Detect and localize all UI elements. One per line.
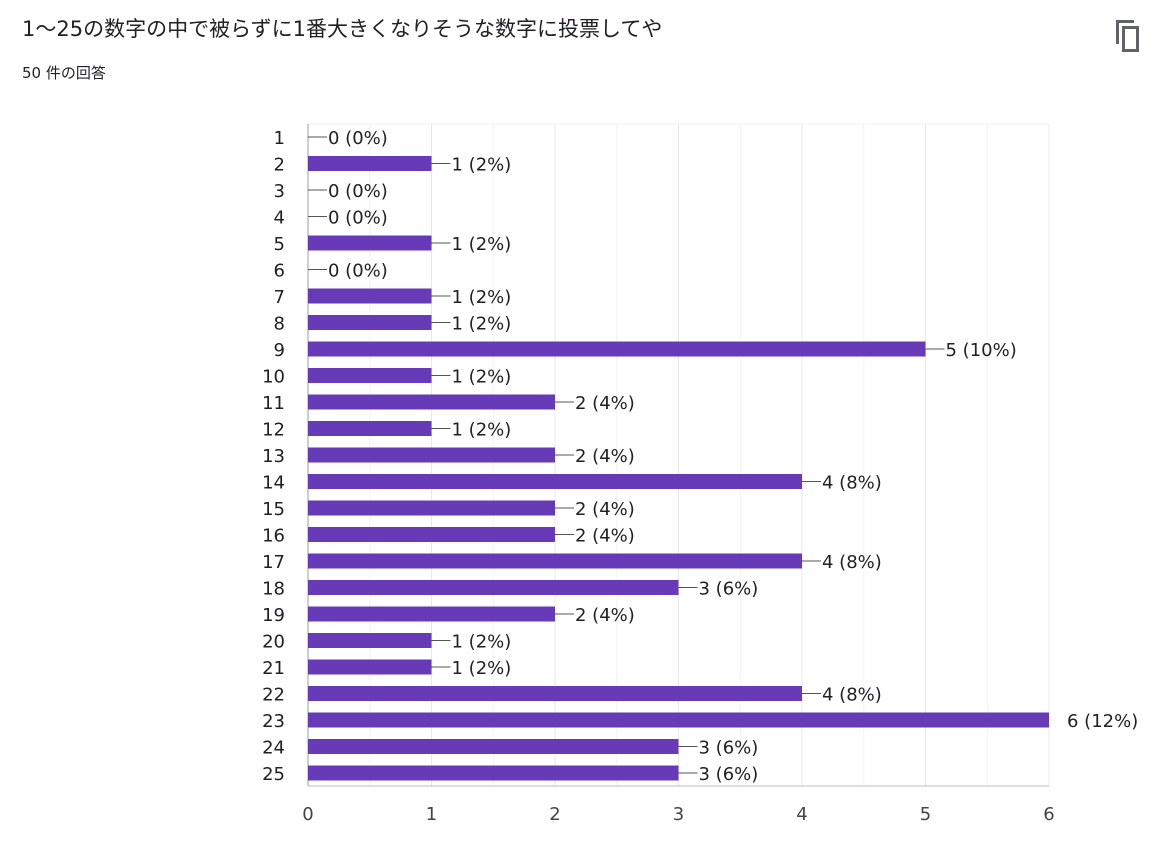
data-label: 0 (0%) <box>328 208 388 229</box>
data-label: 1 (2%) <box>452 234 512 255</box>
data-label: 3 (6%) <box>699 738 759 759</box>
data-label: 2 (4%) <box>575 393 635 414</box>
bar <box>308 633 432 648</box>
data-label: 2 (4%) <box>575 605 635 626</box>
data-label: 1 (2%) <box>452 155 512 176</box>
data-label: 1 (2%) <box>452 367 512 388</box>
question-title: 1〜25の数字の中で被らずに1番大きくなりそうな数字に投票してや <box>22 17 663 41</box>
data-label: 2 (4%) <box>575 499 635 520</box>
y-tick-label: 10 <box>262 367 285 388</box>
y-tick-label: 14 <box>262 473 285 494</box>
data-label: 1 (2%) <box>452 632 512 653</box>
bar <box>308 527 555 542</box>
data-label: 1 (2%) <box>452 420 512 441</box>
bar <box>308 659 432 675</box>
y-tick-label: 13 <box>262 446 285 467</box>
data-label: 4 (8%) <box>822 552 882 573</box>
y-tick-label: 1 <box>274 128 285 149</box>
x-tick-label: 1 <box>426 804 437 825</box>
y-tick-label: 5 <box>274 234 285 255</box>
y-tick-label: 21 <box>262 658 285 679</box>
y-tick-label: 15 <box>262 499 285 520</box>
bar <box>308 341 926 357</box>
data-label: 1 (2%) <box>452 658 512 679</box>
bar <box>308 580 679 595</box>
data-label: 3 (6%) <box>699 764 759 785</box>
bar <box>308 765 679 781</box>
data-label: 6 (12%) <box>1067 711 1138 732</box>
copy-chart-button[interactable] <box>1106 16 1146 56</box>
bar <box>308 447 555 463</box>
y-tick-label: 7 <box>274 287 285 308</box>
y-tick-label: 4 <box>274 208 285 229</box>
bar <box>308 474 802 489</box>
bar <box>308 500 555 516</box>
copy-icon <box>1116 20 1139 52</box>
data-label: 4 (8%) <box>822 685 882 706</box>
bar <box>308 686 802 701</box>
data-label: 2 (4%) <box>575 526 635 547</box>
data-label: 1 (2%) <box>452 314 512 335</box>
x-tick-label: 5 <box>920 804 931 825</box>
y-tick-label: 20 <box>262 632 285 653</box>
response-count: 50 件の回答 <box>22 64 106 82</box>
y-tick-label: 6 <box>274 261 285 282</box>
y-tick-label: 22 <box>262 685 285 706</box>
bar <box>308 156 432 171</box>
x-tick-label: 4 <box>796 804 807 825</box>
bar <box>308 235 432 251</box>
x-tick-label: 2 <box>549 804 560 825</box>
y-tick-label: 23 <box>262 711 285 732</box>
y-tick-label: 19 <box>262 605 285 626</box>
data-label: 0 (0%) <box>328 181 388 202</box>
x-tick-label: 3 <box>673 804 684 825</box>
y-tick-label: 16 <box>262 526 285 547</box>
bar <box>308 553 802 569</box>
data-label: 4 (8%) <box>822 473 882 494</box>
bar <box>308 288 432 304</box>
y-tick-label: 12 <box>262 420 285 441</box>
bar <box>308 421 432 436</box>
bar <box>308 394 555 410</box>
data-label: 1 (2%) <box>452 287 512 308</box>
data-label: 0 (0%) <box>328 128 388 149</box>
bar <box>308 739 679 754</box>
y-tick-label: 8 <box>274 314 285 335</box>
y-tick-label: 25 <box>262 764 285 785</box>
bar <box>308 712 1049 728</box>
y-tick-label: 24 <box>262 738 285 759</box>
bar <box>308 606 555 622</box>
bar <box>308 368 432 383</box>
data-label: 5 (10%) <box>946 340 1017 361</box>
x-tick-label: 6 <box>1043 804 1054 825</box>
data-label: 0 (0%) <box>328 261 388 282</box>
data-label: 3 (6%) <box>699 579 759 600</box>
y-tick-label: 17 <box>262 552 285 573</box>
bar <box>308 315 432 330</box>
x-tick-label: 0 <box>302 804 313 825</box>
y-tick-label: 11 <box>262 393 285 414</box>
y-tick-label: 2 <box>274 155 285 176</box>
y-tick-label: 9 <box>274 340 285 361</box>
y-tick-label: 18 <box>262 579 285 600</box>
y-tick-label: 3 <box>274 181 285 202</box>
data-label: 2 (4%) <box>575 446 635 467</box>
